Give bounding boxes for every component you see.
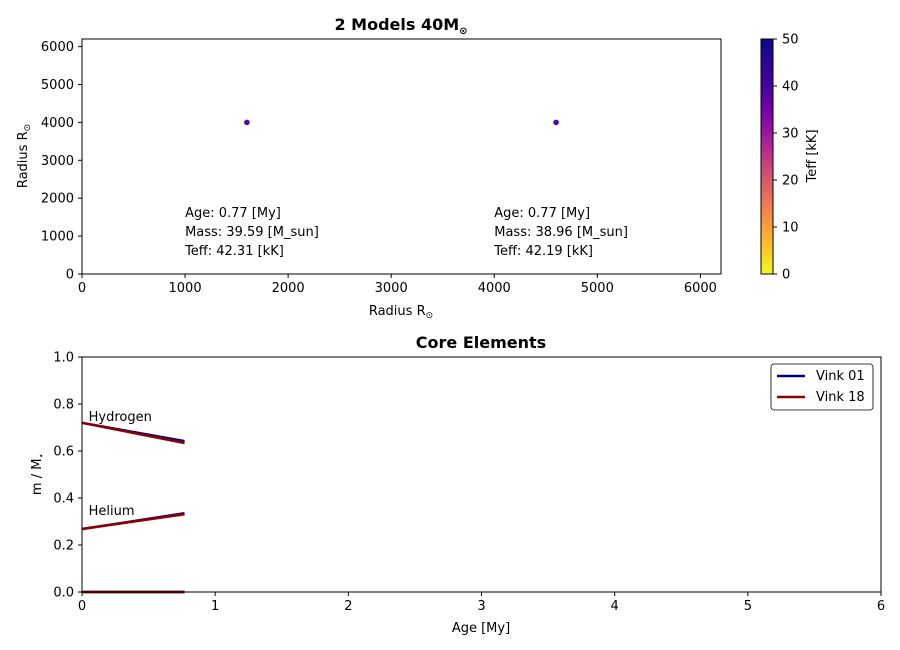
bottom-x-tick-label: 2 (344, 599, 352, 614)
top-x-tick-label: 0 (78, 281, 86, 296)
bottom-chart: Core Elements 0 1 2 3 4 5 6 0.0 0.2 0.4 0.6 0.8 1.0 H… (30, 333, 885, 636)
colorbar-label: Teff [kK] (805, 129, 820, 183)
colorbar-tick-label: 20 (782, 174, 799, 189)
scatter-point (244, 119, 250, 126)
annotation-text: Teff: 42.31 [kK] (184, 244, 284, 259)
annotation-text: Age: 0.77 [My] (185, 206, 281, 221)
annotation-text: Mass: 39.59 [M_sun] (185, 225, 319, 240)
top-x-tick-label: 6000 (684, 281, 717, 296)
top-y-tick-label: 6000 (41, 40, 74, 55)
bottom-x-axis-label: Age [My] (452, 621, 510, 636)
top-x-tick-label: 5000 (581, 281, 614, 296)
element-label-helium: Helium (89, 504, 135, 519)
colorbar-tick-label: 0 (782, 268, 790, 283)
top-chart: 2 Models 40M⊙ 0 1000 2000 3000 4000 5000 60000… (16, 15, 722, 321)
bottom-x-tick-label: 5 (744, 599, 752, 614)
colorbar-tick-label: 10 (782, 221, 799, 236)
top-y-tick-label: 1000 (41, 230, 74, 245)
top-title-main: 2 Models 40M (334, 15, 459, 34)
legend-label-vink18: Vink 18 (816, 390, 865, 405)
scatter-point (553, 119, 559, 126)
bottom-ylabel-main: m / M (30, 459, 45, 496)
bottom-y-tick-label: 0.8 (53, 398, 74, 413)
top-ylabel-main: Radius R (16, 131, 31, 188)
top-ylabel-sub: ⊙ (23, 124, 33, 132)
colorbar-tick-label: 40 (782, 80, 799, 95)
colorbar-tick-label: 50 (782, 33, 799, 48)
bottom-x-tick-label: 1 (211, 599, 219, 614)
bottom-y-tick-label: 1.0 (53, 351, 74, 366)
bottom-x-tick-label: 3 (477, 599, 485, 614)
colorbar-tick-label: 30 (782, 127, 799, 142)
top-x-tick-label: 2000 (272, 281, 305, 296)
bottom-x-tick-label: 6 (877, 599, 885, 614)
bottom-y-tick-label: 0.4 (53, 492, 74, 507)
bottom-plot-area: 0 1 2 3 4 5 6 0.0 0.2 0.4 0.6 0.8 1.0 Hydrogen Helium (53, 351, 885, 615)
top-y-tick-label: 5000 (41, 78, 74, 93)
line-helium-vink-18 (81, 512, 185, 531)
top-x-tick-label: 3000 (375, 281, 408, 296)
bottom-plot-frame (81, 356, 882, 593)
bottom-y-tick-label: 0.0 (53, 586, 74, 601)
top-plot-area: 0 1000 2000 3000 4000 5000 6000 0 1000 2000 3000 40… (41, 40, 717, 296)
top-x-axis-label: Radius R⊙ (369, 304, 433, 321)
line-hydrogen-vink-18 (81, 421, 185, 445)
top-x-tick-label: 4000 (478, 281, 511, 296)
top-chart-title: 2 Models 40M⊙ (334, 15, 467, 37)
annotation-text: Mass: 38.96 [M_sun] (494, 225, 628, 240)
top-title-sub: ⊙ (459, 26, 467, 37)
bottom-ylabel-sub: ⋆ (37, 453, 47, 459)
top-xlabel-main: Radius R (369, 304, 426, 319)
top-y-tick-label: 2000 (41, 192, 74, 207)
top-y-axis-label: Radius R⊙ (16, 124, 33, 188)
bottom-x-tick-label: 4 (611, 599, 619, 614)
bottom-y-tick-label: 0.2 (53, 539, 74, 554)
bottom-y-axis-label: m / M⋆ (30, 453, 47, 495)
top-x-tick-label: 1000 (169, 281, 202, 296)
top-y-tick-label: 4000 (41, 116, 74, 131)
colorbar-ticks: 0 10 20 30 40 50 (773, 33, 799, 283)
colorbar: 0 10 20 30 40 50 Teff [kK] (760, 33, 820, 283)
annotation-text: Age: 0.77 [My] (494, 206, 590, 221)
colorbar-gradient (760, 38, 774, 275)
annotation-text: Teff: 42.19 [kK] (493, 244, 593, 259)
legend-label-vink01: Vink 01 (816, 369, 865, 384)
top-plot-frame (81, 38, 722, 275)
bottom-chart-title: Core Elements (416, 333, 546, 352)
element-label-hydrogen: Hydrogen (89, 410, 152, 425)
bottom-y-tick-label: 0.6 (53, 445, 74, 460)
top-xlabel-sub: ⊙ (426, 311, 434, 321)
legend: Vink 01 Vink 18 (770, 363, 874, 411)
bottom-x-tick-label: 0 (78, 599, 86, 614)
top-y-tick-label: 3000 (41, 154, 74, 169)
top-y-tick-label: 0 (66, 268, 74, 283)
